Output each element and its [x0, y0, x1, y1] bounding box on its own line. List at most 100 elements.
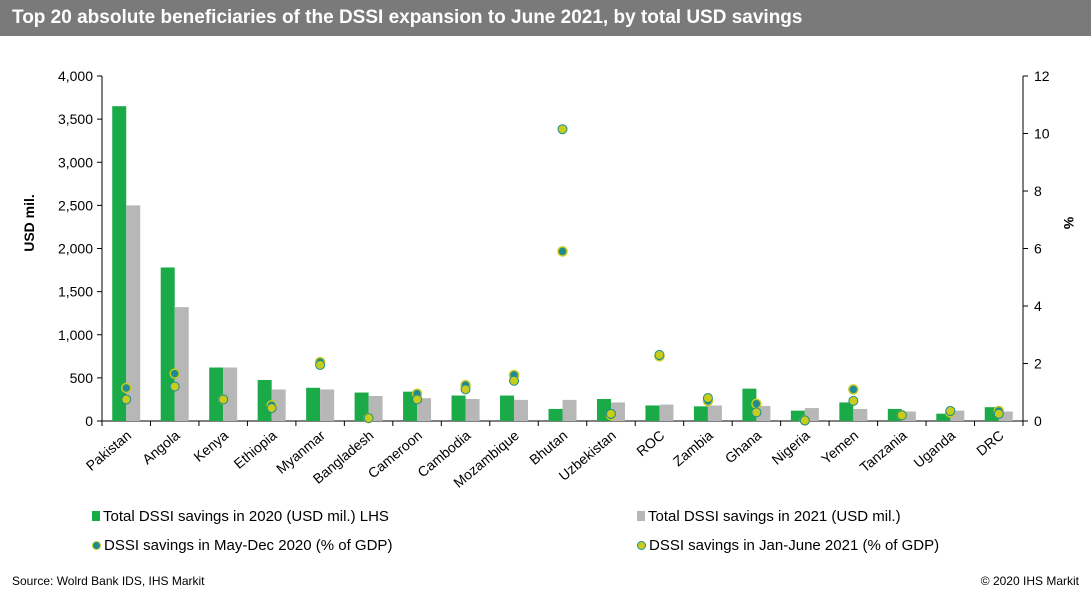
bar-2021	[853, 408, 868, 421]
dot-2021	[751, 407, 762, 418]
legend-swatch-green	[92, 511, 100, 521]
bar-2020	[645, 405, 660, 421]
category-label: Cameroon	[365, 427, 425, 481]
category-label: Tanzania	[857, 427, 910, 475]
right-tick-label: 8	[1034, 183, 1042, 199]
category-label: Zambia	[670, 427, 716, 469]
dot-2021	[460, 384, 471, 395]
category-label: Uganda	[910, 427, 958, 471]
dots	[120, 124, 1005, 426]
dot-2021	[218, 394, 229, 405]
dot-2021	[896, 410, 907, 421]
dot-2020	[120, 382, 132, 394]
legend-dot-teal	[92, 541, 101, 550]
bar-2021	[271, 389, 286, 421]
dot-2021	[945, 405, 956, 416]
bar-2020	[160, 267, 175, 421]
bar-2021	[998, 411, 1013, 421]
category-label: Ghana	[722, 427, 765, 466]
category-label: Bhutan	[526, 427, 570, 468]
title-bar: Top 20 absolute beneficiaries of the DSS…	[0, 0, 1091, 36]
right-tick-label: 10	[1034, 126, 1050, 142]
dot-2021	[315, 359, 326, 370]
category-label: Kenya	[190, 427, 231, 465]
left-tick-label: 4,000	[58, 68, 93, 84]
right-tick-label: 4	[1034, 298, 1042, 314]
bar-2020	[500, 395, 515, 421]
legend-item-2021-dots: DSSI savings in Jan-June 2021 (% of GDP)	[637, 537, 939, 554]
bar-2020	[839, 402, 854, 421]
left-tick-label: 0	[85, 413, 93, 429]
chart-title: Top 20 absolute beneficiaries of the DSS…	[12, 7, 803, 28]
bar-2020	[693, 406, 708, 421]
category-label: Yemen	[818, 427, 861, 467]
copyright-note: © 2020 IHS Markit	[980, 574, 1079, 588]
bar-2021	[465, 399, 480, 421]
bar-2020	[790, 410, 805, 421]
legend-label: Total DSSI savings in 2020 (USD mil.) LH…	[103, 508, 389, 525]
dot-2021	[266, 403, 277, 414]
category-label: Nigeria	[769, 427, 813, 468]
legend-swatch-gray	[637, 511, 645, 521]
right-tick-label: 6	[1034, 241, 1042, 257]
bar-2021	[659, 404, 674, 421]
legend-item-2020-bars: Total DSSI savings in 2020 (USD mil.) LH…	[92, 508, 389, 525]
right-tick-label: 0	[1034, 413, 1042, 429]
dot-2021	[799, 415, 810, 426]
bar-2021	[174, 307, 189, 421]
legend-item-2021-bars: Total DSSI savings in 2021 (USD mil.)	[637, 508, 901, 525]
bar-2021	[126, 205, 141, 421]
dot-2020	[751, 398, 762, 409]
legend-item-2020-dots: DSSI savings in May-Dec 2020 (% of GDP)	[92, 537, 392, 554]
dot-2021	[605, 408, 616, 419]
category-label: ROC	[633, 427, 667, 459]
right-axis-title: %	[1061, 217, 1077, 230]
bar-2020	[209, 367, 224, 421]
bar-2020	[354, 392, 369, 421]
bar-2021	[417, 398, 432, 421]
category-label: Pakistan	[83, 427, 134, 474]
left-tick-label: 2,500	[58, 197, 93, 213]
dot-2020	[848, 384, 859, 395]
bar-2021	[901, 411, 916, 421]
left-axis-title: USD mil.	[21, 194, 37, 252]
dot-2021	[654, 349, 665, 360]
bar-2021	[707, 405, 722, 421]
bar-2020	[451, 395, 466, 421]
axes: 0 500 1,000 1,500 2,000 2,500 3,000 3,500 4,000 0…	[58, 68, 1050, 429]
dot-2020	[169, 368, 180, 379]
bar-2021	[562, 399, 577, 421]
dot-2021	[121, 394, 132, 405]
bar-2021	[223, 367, 238, 421]
category-label: DRC	[973, 427, 1007, 459]
left-tick-label: 2,000	[58, 241, 93, 257]
dot-2020	[557, 246, 568, 257]
bar-2021	[950, 410, 965, 421]
bars	[112, 106, 1013, 421]
left-tick-label: 1,000	[58, 327, 93, 343]
bar-2021	[514, 399, 529, 421]
left-tick-label: 1,500	[58, 284, 93, 300]
left-tick-label: 3,000	[58, 154, 93, 170]
dot-2021	[848, 395, 859, 406]
bar-2020	[936, 413, 951, 421]
bar-2021	[320, 389, 335, 421]
dot-2021	[509, 375, 520, 386]
dot-2021	[412, 394, 423, 405]
dot-2021	[363, 413, 374, 424]
legend-label: DSSI savings in May-Dec 2020 (% of GDP)	[104, 537, 393, 554]
legend-label: DSSI savings in Jan-June 2021 (% of GDP)	[649, 537, 940, 554]
dot-2021	[557, 124, 568, 135]
bar-2020	[548, 408, 563, 421]
bar-2020	[306, 387, 321, 421]
legend-dot-yellow	[637, 541, 646, 550]
legend-label: Total DSSI savings in 2021 (USD mil.)	[648, 508, 901, 525]
dot-2021	[702, 393, 713, 403]
right-tick-label: 2	[1034, 356, 1042, 372]
dot-2021	[169, 381, 180, 392]
right-tick-label: 12	[1034, 68, 1050, 84]
category-label: Angola	[139, 427, 183, 467]
left-tick-label: 500	[70, 370, 94, 386]
bar-2020	[112, 106, 127, 421]
